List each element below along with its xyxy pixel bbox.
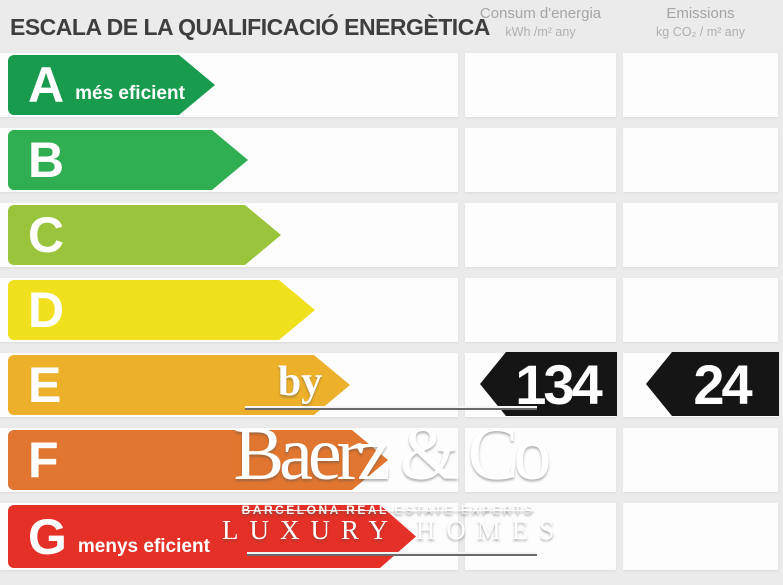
arrow-cell: C [0,203,458,267]
scale-row-d: D [0,278,778,342]
consum-cell [465,53,616,117]
grade-letter: E [28,357,62,413]
emissions-cell [623,128,778,192]
consum-cell [465,203,616,267]
arrow-cell: D [0,278,458,342]
consum-cell [465,278,616,342]
consum-cell [465,128,616,192]
consum-label: Consum d'energia [479,5,602,22]
grade-letter: F [28,432,59,488]
emissions-cell: 24 [623,352,779,417]
grade-c-arrow: C [8,205,281,265]
grade-b-arrow: B [8,130,248,190]
emissions-unit: kg CO₂ / m² any [656,25,745,39]
grade-a-arrow: A més eficient [8,55,215,115]
grade-letter: B [28,132,65,188]
grade-note: menys eficient [77,536,210,557]
grade-f-arrow: F [8,430,388,490]
consum-value-badge: 134 [480,352,617,416]
arrow-cell: A més eficient [0,53,458,117]
consum-cell [465,428,616,492]
emissions-cell [623,503,778,570]
consum-unit: kWh /m² any [505,25,576,39]
scale-row-c: C [0,203,778,267]
scale-row-f: F [0,428,778,492]
scale-row-g: G menys eficient [0,503,778,570]
emissions-cell [623,53,778,117]
emissions-cell [623,428,778,492]
arrow-cell: F [0,428,458,492]
consum-cell [465,503,616,570]
consum-cell: 134 [465,352,617,417]
grade-letter: D [28,282,65,338]
grade-letter: A [28,57,65,113]
emissions-cell [623,278,778,342]
column-header-emissions: Emissions kg CO₂ / m² any [623,4,778,41]
arrow-cell: E [0,353,458,417]
scale-row-a: A més eficient [0,53,778,117]
grade-e-arrow: E [8,355,350,415]
column-header-consum: Consum d'energia kWh /m² any [465,4,616,41]
page-title: ESCALA DE LA QUALIFICACIÓ ENERGÈTICA [10,14,490,40]
emissions-value-badge: 24 [646,352,779,416]
arrow-cell: B [0,128,458,192]
grade-g-arrow: G menys eficient [8,505,416,568]
emissions-value: 24 [693,352,752,416]
consum-value: 134 [515,352,602,416]
grade-letter: G [28,508,67,565]
scale-row-b: B [0,128,778,192]
scale-row-e: E 134 24 [0,352,779,417]
emissions-cell [623,203,778,267]
grade-letter: C [28,207,65,263]
grade-note: més eficient [75,83,185,104]
arrow-cell: G menys eficient [0,503,458,570]
emissions-label: Emissions [666,5,735,22]
grade-d-arrow: D [8,280,315,340]
